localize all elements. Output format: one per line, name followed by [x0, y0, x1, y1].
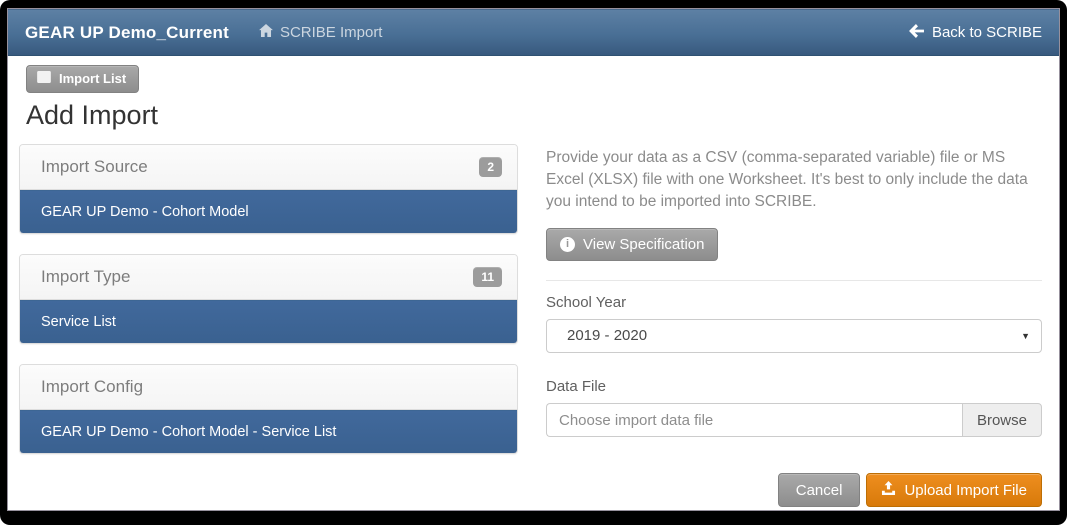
list-icon	[37, 71, 51, 86]
import-type-header: Import Type 11	[20, 255, 517, 300]
count-badge: 11	[473, 267, 502, 287]
back-label: Back to SCRIBE	[931, 24, 1042, 41]
main-content: Import List Add Import Import Source 2 G…	[8, 56, 1059, 510]
back-to-scribe-link[interactable]: Back to SCRIBE	[908, 23, 1042, 42]
arrow-left-icon	[908, 23, 924, 42]
import-list-button[interactable]: Import List	[26, 65, 140, 93]
import-list-label: Import List	[59, 71, 127, 86]
browse-button[interactable]: Browse	[961, 403, 1042, 437]
view-spec-label: View Specification	[583, 236, 705, 253]
view-specification-button[interactable]: i View Specification	[546, 228, 719, 261]
data-file-input-group: Browse	[546, 403, 1042, 437]
chevron-down-icon: ▼	[1021, 331, 1030, 341]
home-icon	[259, 24, 273, 41]
nav-section-label: SCRIBE Import	[279, 24, 383, 41]
upload-form: Provide your data as a CSV (comma-separa…	[546, 144, 1043, 507]
data-file-label: Data File	[546, 378, 607, 395]
import-config-header: Import Config	[20, 365, 517, 410]
nav-scribe-import[interactable]: SCRIBE Import	[259, 24, 383, 41]
columns: Import Source 2 GEAR UP Demo - Cohort Mo…	[19, 144, 1043, 507]
navbar: GEAR UP Demo_Current SCRIBE Import Back …	[8, 9, 1059, 56]
upload-label: Upload Import File	[904, 481, 1027, 499]
data-file-input[interactable]	[546, 403, 962, 437]
brand-title[interactable]: GEAR UP Demo_Current	[25, 22, 229, 42]
form-actions: Cancel Upload Import File	[546, 473, 1042, 507]
panel-title: Import Config	[41, 377, 144, 396]
import-config-selected-item[interactable]: GEAR UP Demo - Cohort Model - Service Li…	[20, 410, 517, 453]
intro-text: Provide your data as a CSV (comma-separa…	[546, 149, 1028, 210]
import-config-panel: Import Config GEAR UP Demo - Cohort Mode…	[19, 364, 518, 454]
import-type-panel: Import Type 11 Service List	[19, 254, 518, 344]
import-source-header: Import Source 2	[20, 145, 517, 190]
upload-icon	[881, 481, 896, 499]
school-year-value: 2019 - 2020	[567, 327, 648, 344]
import-type-selected-item[interactable]: Service List	[20, 300, 517, 343]
upload-import-file-button[interactable]: Upload Import File	[866, 473, 1042, 507]
page-title: Add Import	[26, 100, 159, 130]
panel-title: Import Source	[41, 157, 148, 176]
app-window: GEAR UP Demo_Current SCRIBE Import Back …	[7, 8, 1060, 511]
school-year-label: School Year	[546, 294, 627, 311]
import-source-selected-item[interactable]: GEAR UP Demo - Cohort Model	[20, 190, 517, 233]
school-year-select[interactable]: 2019 - 2020 ▼	[546, 319, 1042, 353]
import-source-panel: Import Source 2 GEAR UP Demo - Cohort Mo…	[19, 144, 518, 234]
count-badge: 2	[479, 157, 502, 177]
info-icon: i	[560, 237, 575, 252]
divider	[546, 280, 1042, 281]
selection-panels: Import Source 2 GEAR UP Demo - Cohort Mo…	[19, 144, 518, 507]
panel-title: Import Type	[41, 267, 131, 286]
cancel-button[interactable]: Cancel	[777, 473, 861, 507]
